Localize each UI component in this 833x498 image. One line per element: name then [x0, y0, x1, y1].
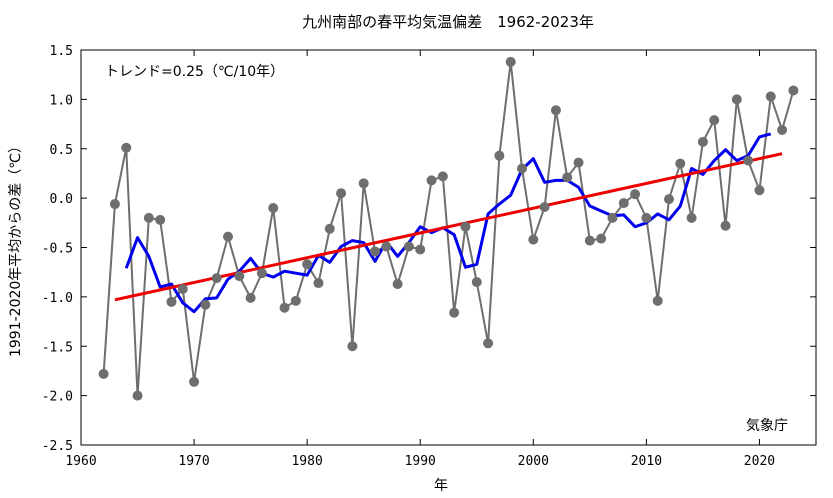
x-tick-label: 1970	[178, 454, 209, 469]
annual-anomaly-point	[223, 231, 233, 242]
annual-anomaly-point	[652, 295, 663, 306]
annual-anomaly-point	[98, 368, 109, 379]
y-tick-label: -2.5	[42, 439, 73, 454]
annual-anomaly-point	[743, 155, 754, 166]
annual-anomaly-point	[562, 172, 573, 183]
annual-anomaly-point	[720, 220, 731, 231]
annual-anomaly-point	[245, 292, 256, 303]
plot-frame	[80, 49, 817, 446]
annual-anomaly-point	[664, 194, 674, 205]
annual-anomaly-point	[347, 341, 358, 352]
y-tick-label: 0.0	[50, 192, 73, 207]
annual-anomaly-point	[200, 299, 211, 310]
annual-anomaly-point	[234, 271, 245, 282]
annual-anomaly-point	[517, 163, 527, 174]
annual-anomaly-point	[189, 376, 200, 387]
annual-anomaly-point	[550, 105, 561, 116]
annual-anomaly-point	[505, 56, 516, 67]
y-tick-label: 0.5	[50, 143, 73, 158]
annual-anomaly-point	[370, 246, 380, 257]
annual-anomaly-point	[121, 142, 132, 153]
annual-anomaly-point	[415, 244, 426, 255]
annual-anomaly-line	[102, 61, 795, 396]
trend-line	[114, 152, 783, 302]
source-label: 気象庁	[746, 418, 788, 434]
y-tick-label: -1.0	[42, 291, 73, 306]
x-tick-label: 2010	[631, 454, 662, 469]
x-tick-label: 2020	[744, 454, 775, 469]
five-year-running-mean-line	[124, 132, 772, 314]
annual-anomaly-point	[449, 307, 460, 318]
annual-anomaly-point	[483, 338, 494, 349]
annual-anomaly-point	[641, 212, 652, 223]
annual-anomaly-point	[336, 188, 347, 199]
annual-anomaly-point	[426, 175, 437, 186]
y-axis-ticks: -2.5 -2.0 -1.5 -1.0 -0.5 0.0 0.5 1.0 1.5	[42, 44, 816, 454]
trend-annotation: トレンド=0.25（℃/10年）	[105, 64, 284, 80]
annual-anomaly-point	[697, 136, 708, 147]
annual-anomaly-point	[381, 241, 392, 252]
annual-anomaly-point	[675, 158, 686, 169]
annual-anomaly-point	[268, 203, 279, 213]
annual-anomaly-point	[155, 214, 166, 225]
annual-anomaly-point	[584, 235, 595, 246]
x-tick-label: 2000	[518, 454, 549, 469]
annual-anomaly-point	[573, 157, 584, 168]
y-tick-label: -0.5	[42, 242, 73, 257]
annual-anomaly-point	[211, 273, 222, 284]
y-tick-label: 1.0	[50, 93, 73, 108]
y-tick-label: 1.5	[50, 44, 73, 59]
annual-anomaly-point	[290, 295, 301, 306]
y-axis-label: 1991-2020年平均からの差（℃）	[8, 139, 24, 357]
y-tick-label: -2.0	[42, 390, 73, 405]
annual-anomaly-point	[460, 221, 471, 232]
annual-anomaly-point	[324, 223, 335, 234]
annual-anomaly-point	[607, 212, 618, 223]
annual-anomaly-point	[132, 390, 143, 401]
annual-anomaly-point	[177, 283, 188, 294]
x-tick-label: 1980	[291, 454, 322, 469]
x-axis-ticks: 1960 1970 1980 1990 2000 2010 2020	[65, 50, 775, 469]
annual-anomaly-point	[686, 212, 697, 223]
annual-anomaly-point	[494, 150, 505, 161]
chart-title: 九州南部の春平均気温偏差 1962-2023年	[302, 13, 594, 31]
annual-anomaly-point	[109, 199, 120, 210]
annual-anomaly-point	[731, 94, 742, 105]
y-tick-label: -1.5	[42, 340, 73, 355]
annual-anomaly-point	[528, 234, 539, 245]
annual-anomaly-point	[596, 233, 607, 244]
annual-anomaly-point	[777, 124, 788, 135]
x-axis-label: 年	[434, 478, 448, 494]
annual-anomaly-point	[403, 241, 414, 252]
series-layer	[98, 56, 799, 401]
annual-anomaly-point	[788, 85, 799, 96]
annual-anomaly-point	[143, 212, 154, 223]
annual-anomaly-point	[437, 171, 448, 182]
annual-anomaly-point	[358, 178, 369, 189]
annual-anomaly-point	[539, 202, 550, 213]
annual-anomaly-point	[279, 302, 290, 313]
annual-anomaly-point	[166, 296, 177, 307]
annual-anomaly-point	[313, 278, 324, 289]
annual-anomaly-point	[618, 198, 629, 209]
annual-anomaly-point	[392, 279, 403, 290]
annual-anomaly-point	[302, 259, 313, 270]
annual-anomaly-point	[630, 189, 641, 200]
annual-anomaly-point	[256, 268, 267, 279]
annual-anomaly-point	[754, 185, 765, 196]
annual-anomaly-point	[471, 277, 482, 288]
x-tick-label: 1960	[65, 454, 96, 469]
x-tick-label: 1990	[405, 454, 436, 469]
annual-anomaly-point	[765, 91, 776, 102]
annual-anomaly-point	[709, 115, 720, 126]
